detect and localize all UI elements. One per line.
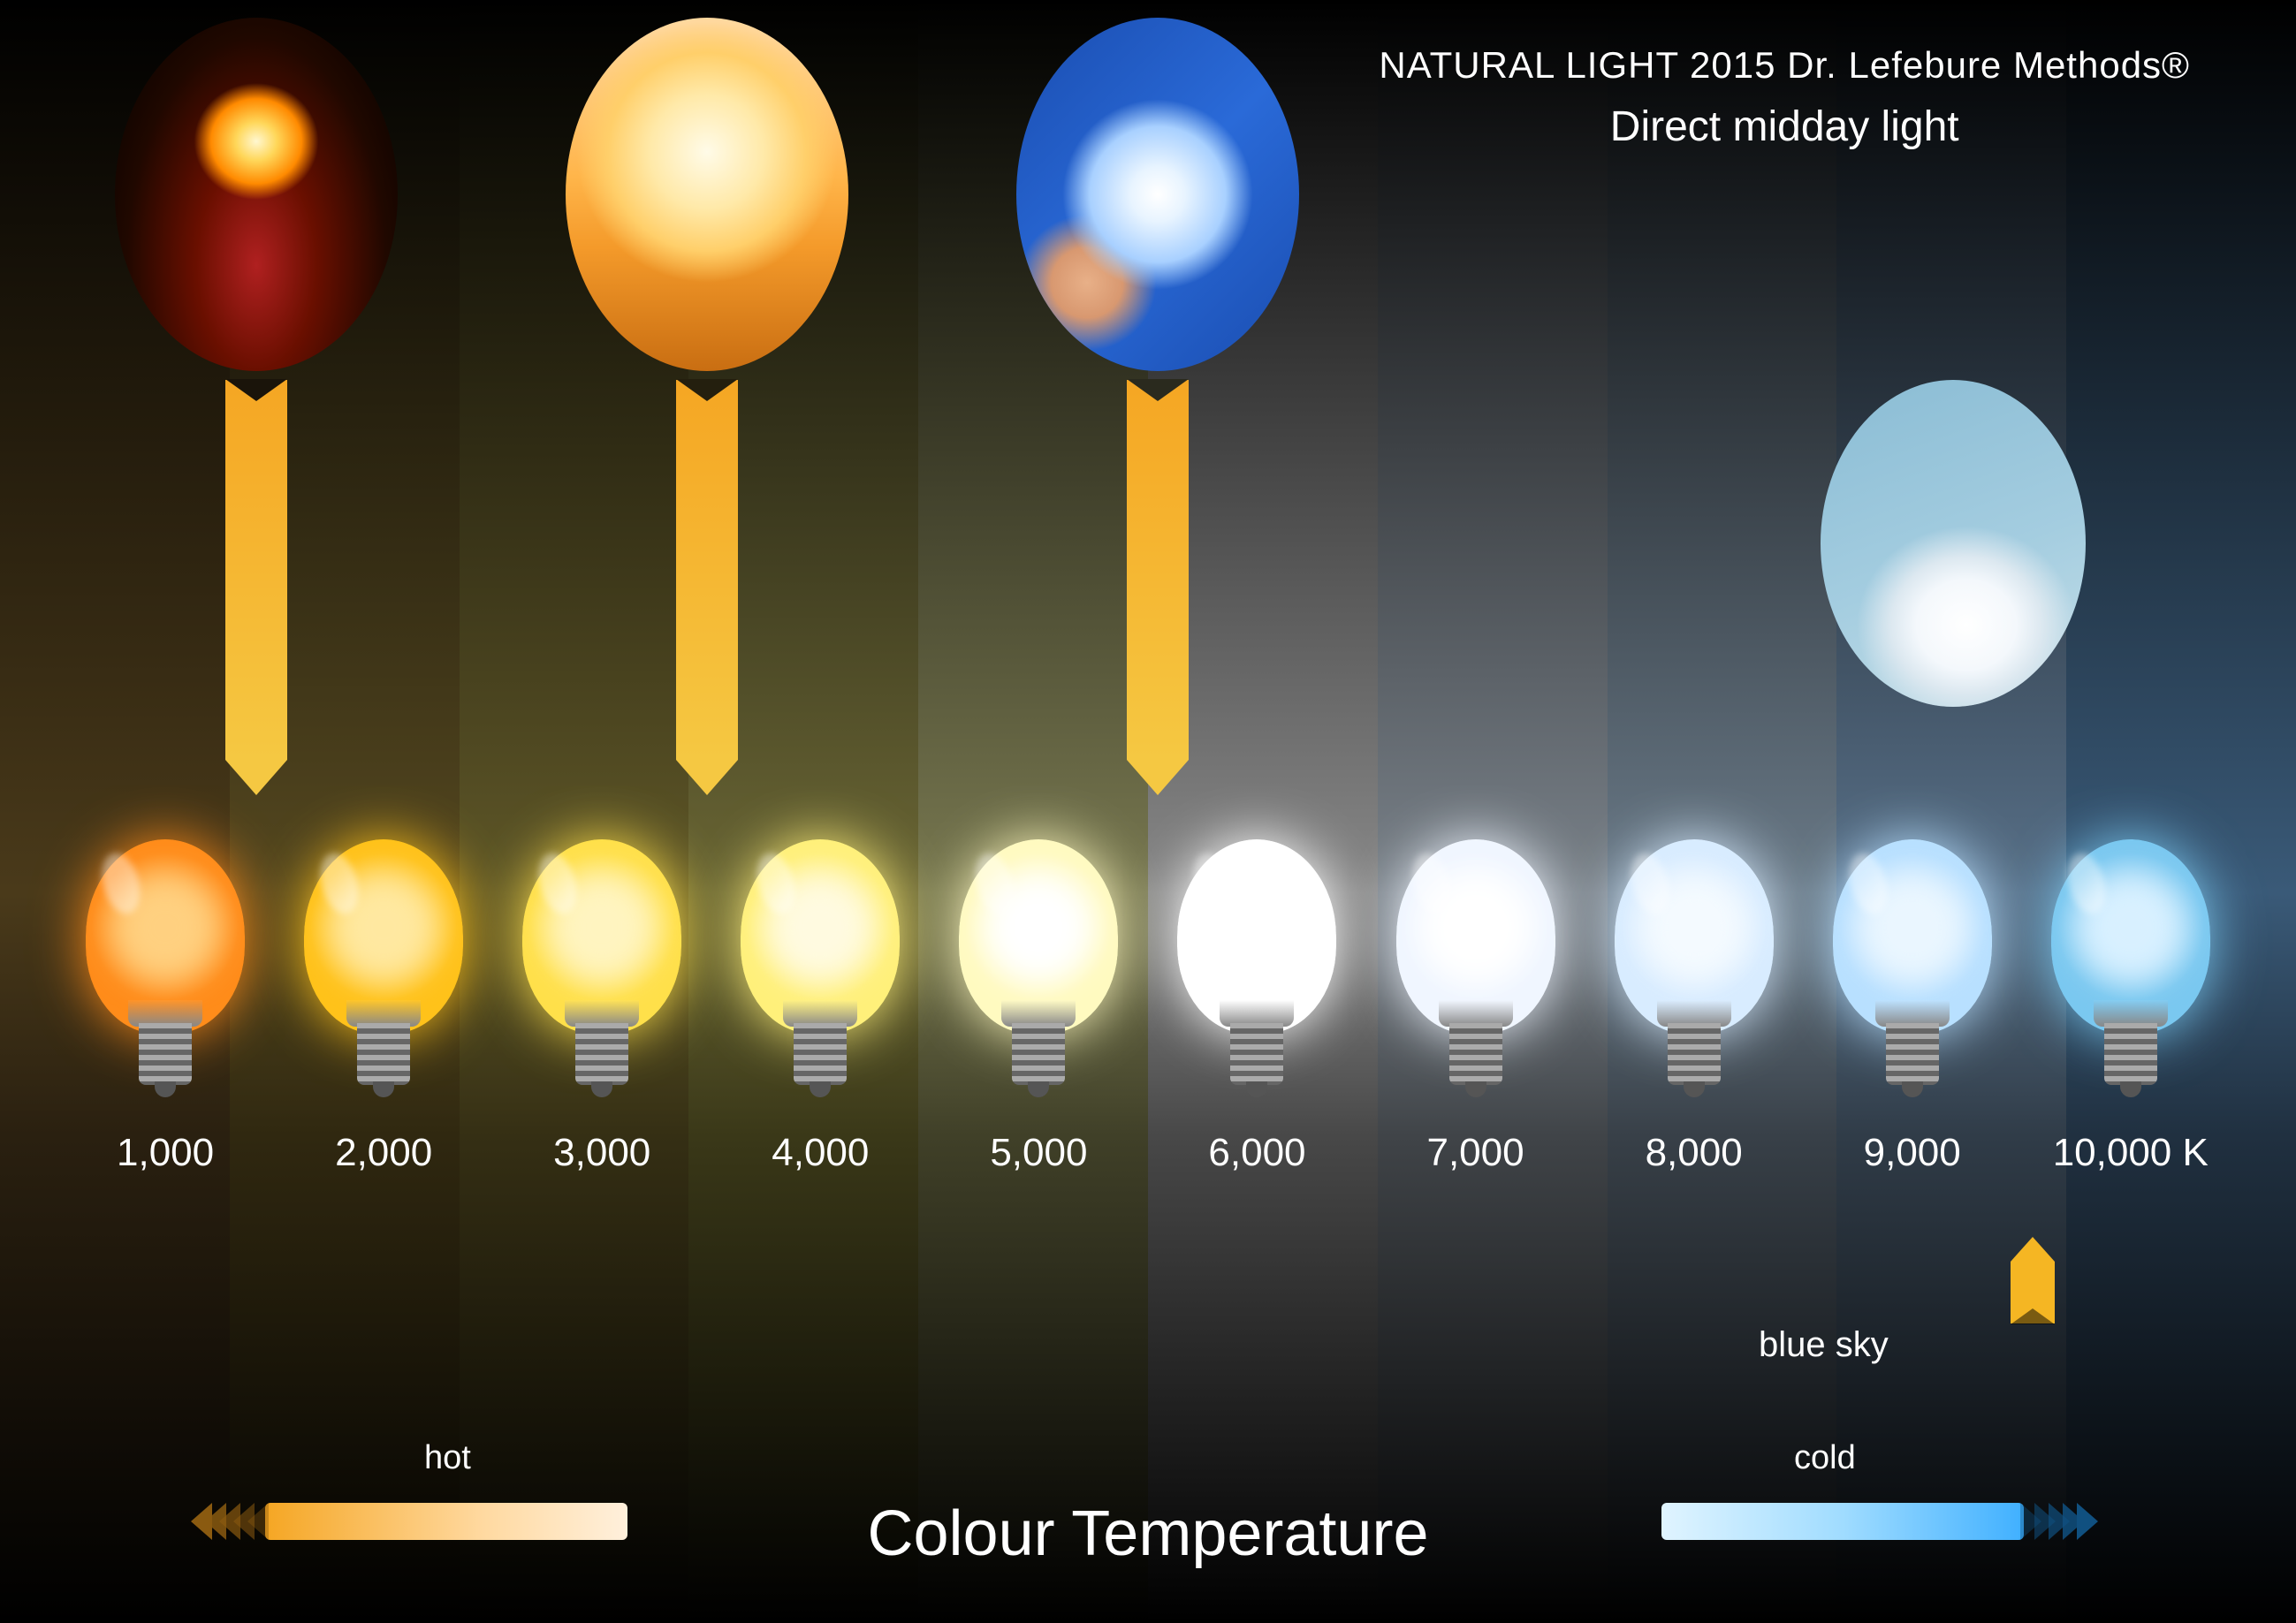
bulb-icon <box>1168 839 1345 1104</box>
oval-candle-icon <box>115 18 398 371</box>
bulb-icon <box>950 839 1127 1104</box>
bulb-col: 5,000 <box>932 839 1144 1175</box>
oval-sunset-icon <box>566 18 848 371</box>
bg-strip <box>2066 0 2296 1623</box>
bulb-icon <box>77 839 254 1104</box>
bulb-col: 3,000 <box>496 839 708 1175</box>
candle-arrow-icon <box>225 380 287 795</box>
cold-label: cold <box>1794 1439 1856 1477</box>
temp-label: 10,000 K <box>2053 1131 2209 1175</box>
temp-label: 3,000 <box>553 1131 650 1175</box>
header-credit: NATURAL LIGHT 2015 Dr. Lefebure Methods® <box>1379 44 2190 87</box>
temp-label: 8,000 <box>1646 1131 1743 1175</box>
header: NATURAL LIGHT 2015 Dr. Lefebure Methods®… <box>1379 44 2190 151</box>
bulb-col: 10,000 K <box>2025 839 2237 1175</box>
bulb-icon <box>513 839 690 1104</box>
sunset-arrow-icon <box>676 380 738 795</box>
hot-label: hot <box>424 1439 471 1477</box>
temp-label: 5,000 <box>990 1131 1087 1175</box>
bulb-col: 1,000 <box>59 839 271 1175</box>
blue-sky-label: blue sky <box>1759 1325 1889 1365</box>
bulb-icon <box>732 839 909 1104</box>
temp-label: 9,000 <box>1864 1131 1961 1175</box>
cold-chevron-bar-icon <box>1661 1499 2095 1543</box>
oval-midday-icon <box>1016 18 1299 371</box>
bulb-icon <box>295 839 472 1104</box>
header-subtitle: Direct midday light <box>1379 102 2190 151</box>
temp-label: 4,000 <box>772 1131 869 1175</box>
bulb-icon <box>1606 839 1783 1104</box>
bulb-col: 2,000 <box>277 839 490 1175</box>
temp-label: 2,000 <box>335 1131 432 1175</box>
midday-arrow-icon <box>1127 380 1189 795</box>
temp-label: 6,000 <box>1208 1131 1305 1175</box>
bulb-icon <box>1387 839 1564 1104</box>
hot-chevron-bar-icon <box>194 1499 627 1543</box>
footer-title: Colour Temperature <box>868 1498 1429 1570</box>
bulb-icon <box>2042 839 2219 1104</box>
bulbs-row: 1,000 2,000 3,000 4,000 5,000 6,000 7,000 8,000… <box>0 839 2296 1175</box>
oval-bluesky-icon <box>1821 380 2086 707</box>
bulb-col: 6,000 <box>1151 839 1363 1175</box>
bulb-col: 9,000 <box>1806 839 2019 1175</box>
temp-label: 7,000 <box>1426 1131 1524 1175</box>
bulb-col: 7,000 <box>1370 839 1582 1175</box>
blue-sky-arrow-icon <box>2011 1237 2055 1323</box>
bg-strip <box>1608 0 1837 1623</box>
bg-strip <box>1836 0 2066 1623</box>
bulb-icon <box>1824 839 2001 1104</box>
bg-strip <box>1378 0 1608 1623</box>
bulb-col: 4,000 <box>714 839 926 1175</box>
temp-label: 1,000 <box>117 1131 214 1175</box>
bulb-col: 8,000 <box>1588 839 1800 1175</box>
